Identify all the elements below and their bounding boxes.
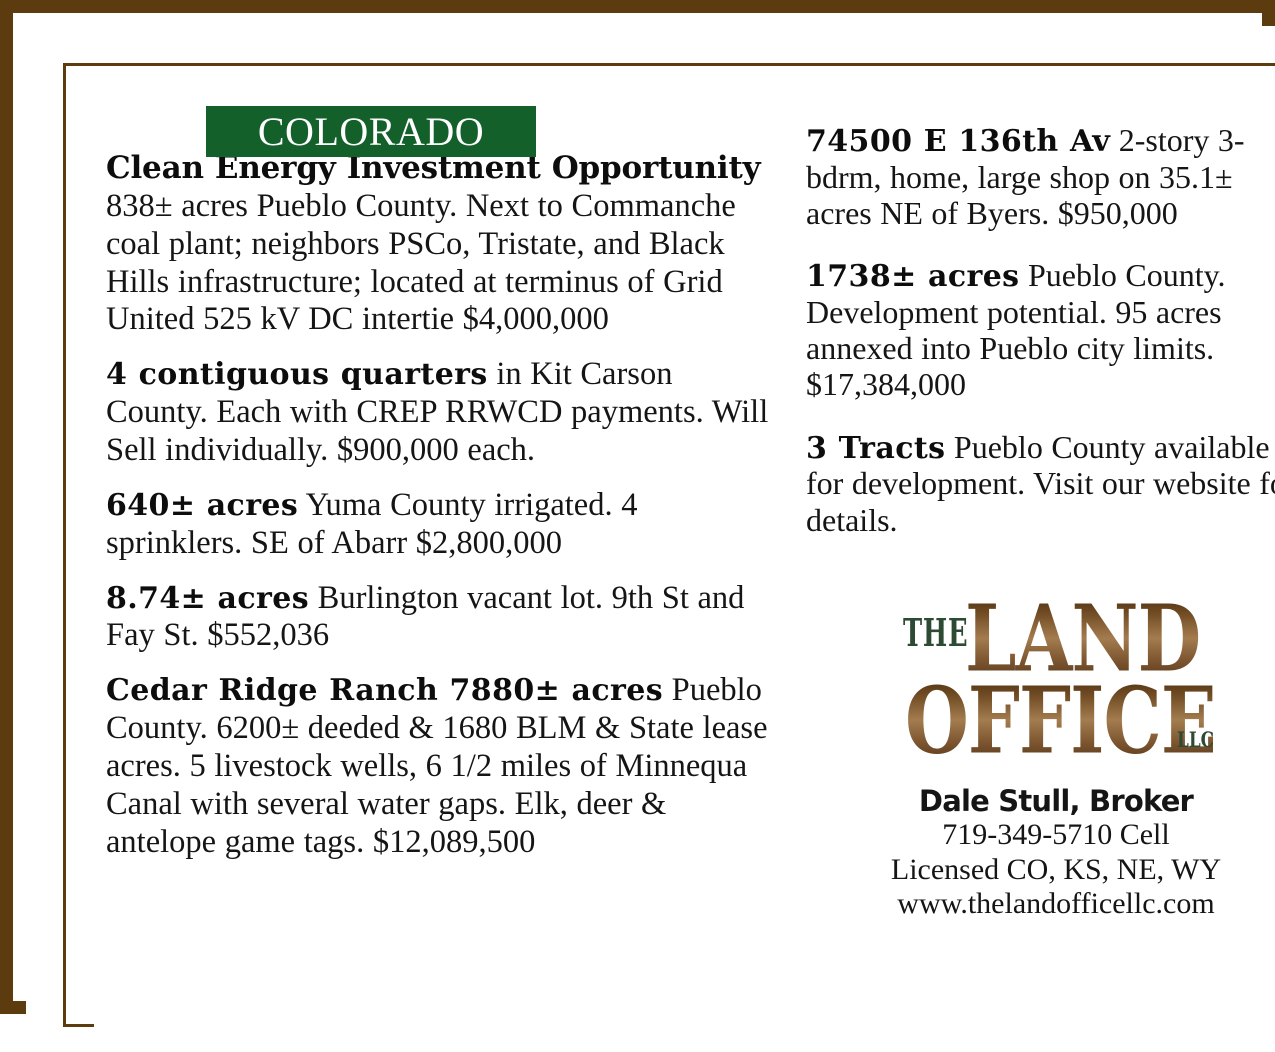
brand-block: THE LAND OFFICE LLC Dale Stull, Broker 7… bbox=[806, 592, 1275, 922]
state-banner-colorado: COLORADO bbox=[206, 106, 536, 157]
listing-item[interactable]: 4 contiguous quarters in Kit Carson Coun… bbox=[106, 356, 771, 470]
ad-frame-gap: COLORADO Clean Energy Investment Opportu… bbox=[26, 26, 1275, 1052]
listing-item[interactable]: Clean Energy Investment Opportunity 838±… bbox=[106, 150, 771, 339]
listing-headline: 74500 E 136th Av bbox=[806, 124, 1111, 159]
broker-name: Dale Stull, Broker bbox=[918, 784, 1194, 818]
listing-item[interactable]: 1738± acres Pueblo County. Development p… bbox=[806, 257, 1275, 402]
listing-body: 2-story 3-bdrm, home, large shop on 35.1… bbox=[806, 122, 1245, 232]
broker-phone[interactable]: 719-349-5710 Cell bbox=[942, 817, 1170, 851]
the-land-office-logo[interactable]: THE LAND OFFICE LLC bbox=[891, 592, 1221, 782]
ad-content: COLORADO Clean Energy Investment Opportu… bbox=[94, 94, 1275, 1052]
right-column: 74500 E 136th Av 2-story 3-bdrm, home, l… bbox=[806, 122, 1275, 920]
listing-headline: 640± acres bbox=[106, 487, 299, 523]
logo-land-text: LAND bbox=[965, 585, 1201, 694]
listing-body: Burlington vacant lot. 9th St and Fay St… bbox=[106, 579, 745, 654]
logo-office-text: OFFICE bbox=[905, 667, 1217, 776]
ad-inner-frame: COLORADO Clean Energy Investment Opportu… bbox=[63, 63, 1275, 1052]
logo-llc-text: LLC bbox=[1177, 727, 1214, 752]
listing-headline: 3 Tracts bbox=[806, 430, 946, 466]
listing-headline: Cedar Ridge Ranch 7880± acres bbox=[106, 673, 663, 709]
listing-item[interactable]: 640± acres Yuma County irrigated. 4 spri… bbox=[106, 487, 771, 563]
listing-headline: 1738± acres bbox=[806, 259, 1020, 295]
listing-item[interactable]: Cedar Ridge Ranch 7880± acres Pueblo Cou… bbox=[106, 672, 771, 861]
listing-body: 838± acres Pueblo County. Next to Comman… bbox=[106, 187, 736, 338]
listing-item[interactable]: 3 Tracts Pueblo County available for dev… bbox=[806, 429, 1275, 538]
listing-body: Yuma County irrigated. 4 sprinklers. SE … bbox=[106, 486, 638, 561]
logo-the-text: THE bbox=[903, 610, 969, 656]
listing-body: Pueblo County. 6200± deeded & 1680 BLM &… bbox=[106, 672, 768, 860]
website-url[interactable]: www.thelandofficellc.com bbox=[897, 887, 1215, 921]
listing-headline: 8.74± acres bbox=[106, 580, 310, 616]
left-column: COLORADO Clean Energy Investment Opportu… bbox=[106, 94, 771, 879]
listing-body: in Kit Carson County. Each with CREP RRW… bbox=[106, 356, 769, 469]
listing-body: Pueblo County available for development.… bbox=[806, 428, 1275, 538]
listing-item[interactable]: 74500 E 136th Av 2-story 3-bdrm, home, l… bbox=[806, 122, 1275, 231]
listing-body: Pueblo County. Development potential. 95… bbox=[806, 257, 1226, 403]
state-banner-row: COLORADO bbox=[106, 94, 771, 157]
listing-headline: 4 contiguous quarters bbox=[106, 357, 488, 393]
listing-item[interactable]: 8.74± acres Burlington vacant lot. 9th S… bbox=[106, 580, 771, 656]
licensed-states: Licensed CO, KS, NE, WY bbox=[890, 852, 1222, 886]
